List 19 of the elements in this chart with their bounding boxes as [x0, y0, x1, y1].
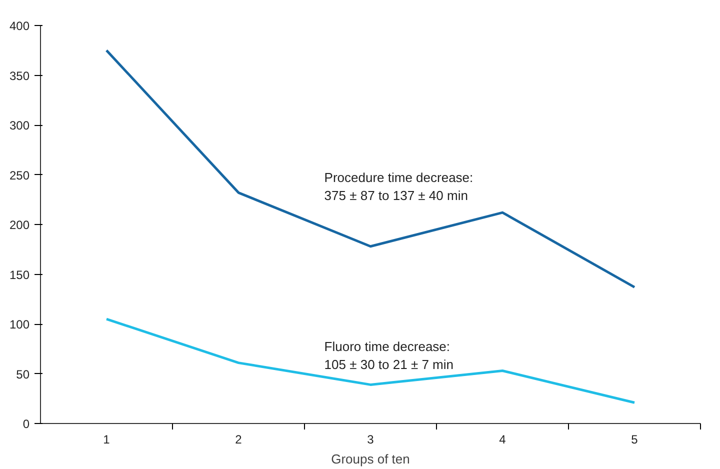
y-tick-label: 250: [9, 168, 30, 182]
x-axis-title: Groups of ten: [331, 452, 410, 466]
y-tick-label: 350: [9, 68, 30, 83]
y-tick-label: 100: [9, 318, 30, 332]
line-series: [105, 49, 636, 288]
y-tick-label: 0: [22, 417, 30, 431]
y-tick-label: 50: [16, 367, 30, 382]
x-tick-label: 1: [103, 432, 110, 446]
annotation: Fluoro time decrease: 105 ± 30 to 21 ± 7 min: [324, 338, 454, 372]
x-tick-label: 5: [631, 432, 638, 446]
y-tick-label: 150: [9, 268, 30, 282]
y-tick-label: 400: [9, 19, 30, 33]
annotation: Procedure time decrease: 375 ± 87 to 137 ± 40 min: [324, 170, 474, 203]
x-tick-label: 3: [367, 432, 374, 446]
line-series: [105, 318, 636, 404]
y-tick-label: 200: [9, 218, 30, 232]
x-tick-label: 2: [235, 432, 242, 446]
x-tick-label: 4: [499, 432, 506, 446]
y-tick-label: 300: [9, 118, 30, 132]
